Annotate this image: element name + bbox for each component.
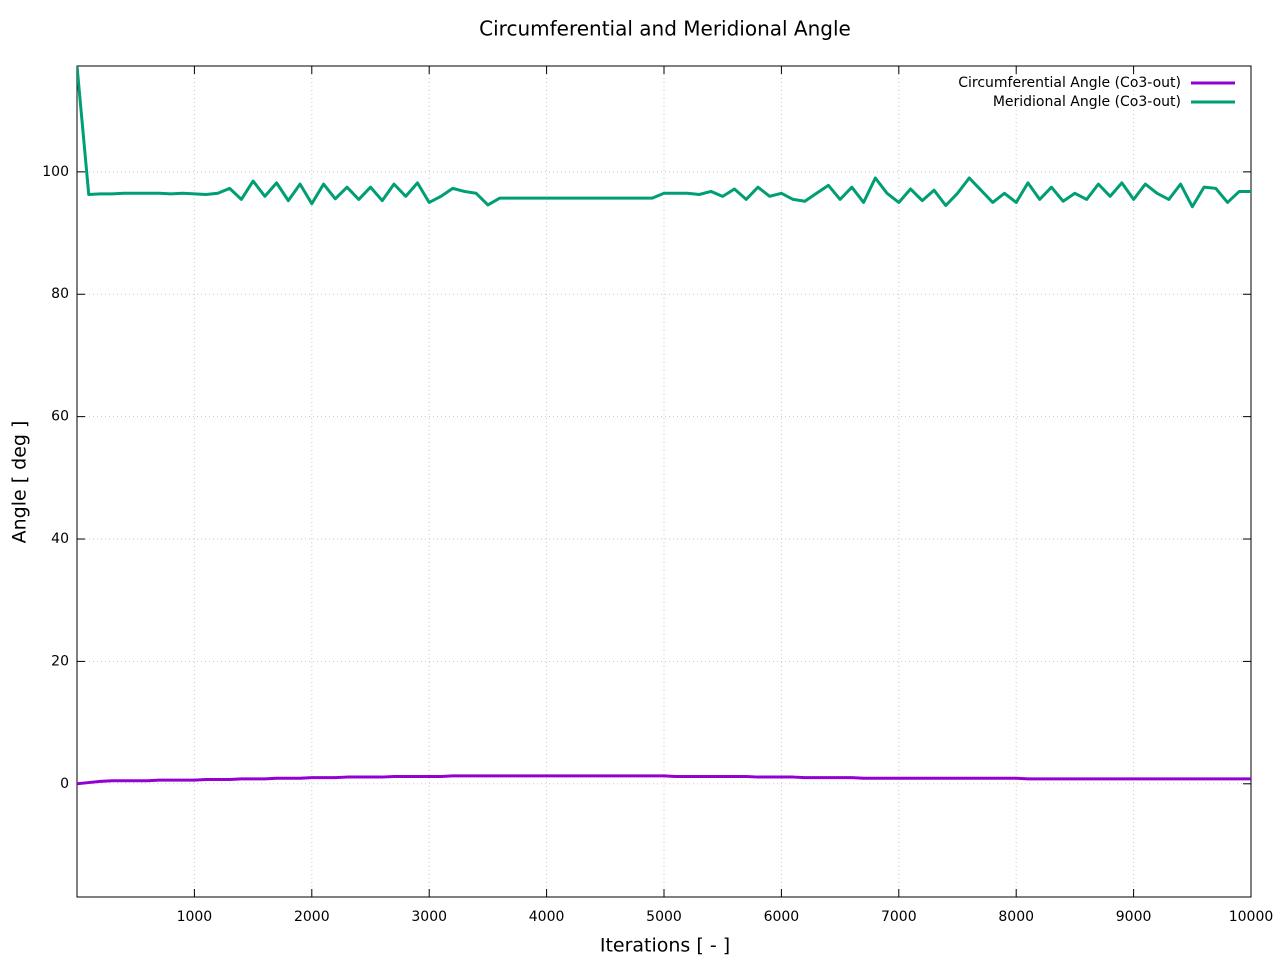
chart-title: Circumferential and Meridional Angle bbox=[479, 17, 851, 41]
plot-frame bbox=[76, 65, 1252, 898]
legend-label: Circumferential Angle (Co3-out) bbox=[958, 75, 1181, 91]
y-tick-label: 100 bbox=[42, 164, 69, 180]
x-axis-label: Iterations [ - ] bbox=[600, 935, 730, 957]
series-line bbox=[77, 66, 1251, 209]
x-tick-label: 2000 bbox=[294, 909, 330, 925]
x-tick-label: 7000 bbox=[881, 909, 917, 925]
y-tick-label: 60 bbox=[51, 409, 69, 425]
y-tick-label: 40 bbox=[51, 531, 69, 547]
x-tick-label: 3000 bbox=[411, 909, 447, 925]
y-tick-label: 80 bbox=[51, 286, 69, 302]
y-tick-label: 0 bbox=[60, 776, 69, 792]
x-tick-label: 1000 bbox=[177, 909, 213, 925]
x-tick-label: 5000 bbox=[646, 909, 682, 925]
x-tick-label: 8000 bbox=[998, 909, 1034, 925]
x-tick-label: 9000 bbox=[1116, 909, 1152, 925]
x-tick-label: 10000 bbox=[1229, 909, 1274, 925]
series-line bbox=[77, 774, 1251, 786]
y-tick-label: 20 bbox=[51, 653, 69, 669]
y-axis-label: Angle [ deg ] bbox=[9, 421, 31, 544]
x-tick-label: 4000 bbox=[529, 909, 565, 925]
x-tick-label: 6000 bbox=[764, 909, 800, 925]
legend-label: Meridional Angle (Co3-out) bbox=[993, 94, 1181, 110]
